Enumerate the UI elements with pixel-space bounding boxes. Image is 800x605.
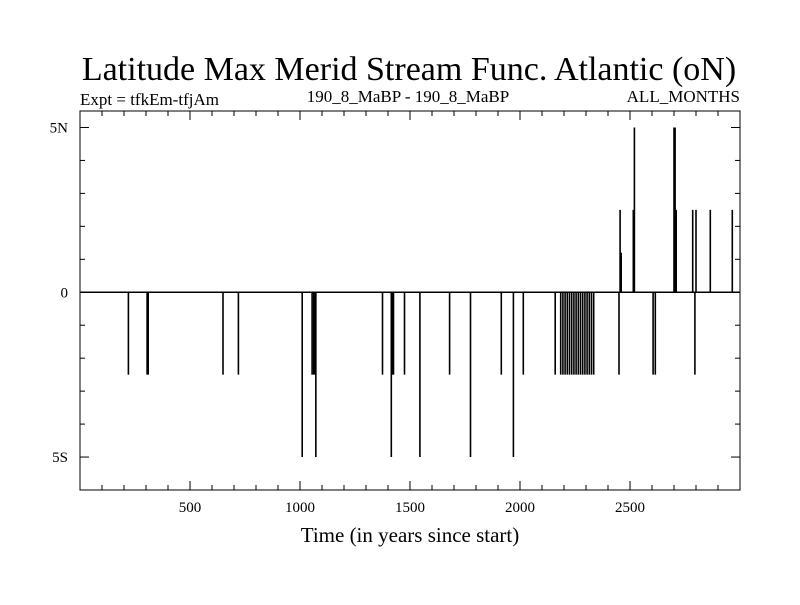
- x-tick-label: 500: [179, 500, 202, 516]
- chart-subtitle-right: ALL_MONTHS: [627, 87, 740, 106]
- x-tick-label: 2000: [505, 500, 535, 516]
- x-axis-label: Time (in years since start): [301, 523, 520, 547]
- y-axis: 5N 0 5S: [50, 120, 740, 466]
- x-tick-label: 2500: [615, 500, 645, 516]
- x-axis: 500 1000 1500 2000 2500: [101, 111, 719, 516]
- y-tick-label: 0: [61, 285, 69, 301]
- x-tick-label: 1000: [285, 500, 315, 516]
- chart-subtitle-center: 190_8_MaBP - 190_8_MaBP: [307, 87, 509, 106]
- chart-subtitle-left: Expt = tfkEm-tfjAm: [80, 90, 219, 109]
- plot-area: 500 1000 1500 2000 2500 5N 0 5S: [50, 110, 741, 516]
- data-series: [127, 127, 734, 458]
- y-tick-label: 5N: [50, 120, 69, 136]
- y-tick-label: 5S: [52, 450, 68, 466]
- x-tick-label: 1500: [395, 500, 425, 516]
- chart-title: Latitude Max Merid Stream Func. Atlantic…: [82, 51, 736, 88]
